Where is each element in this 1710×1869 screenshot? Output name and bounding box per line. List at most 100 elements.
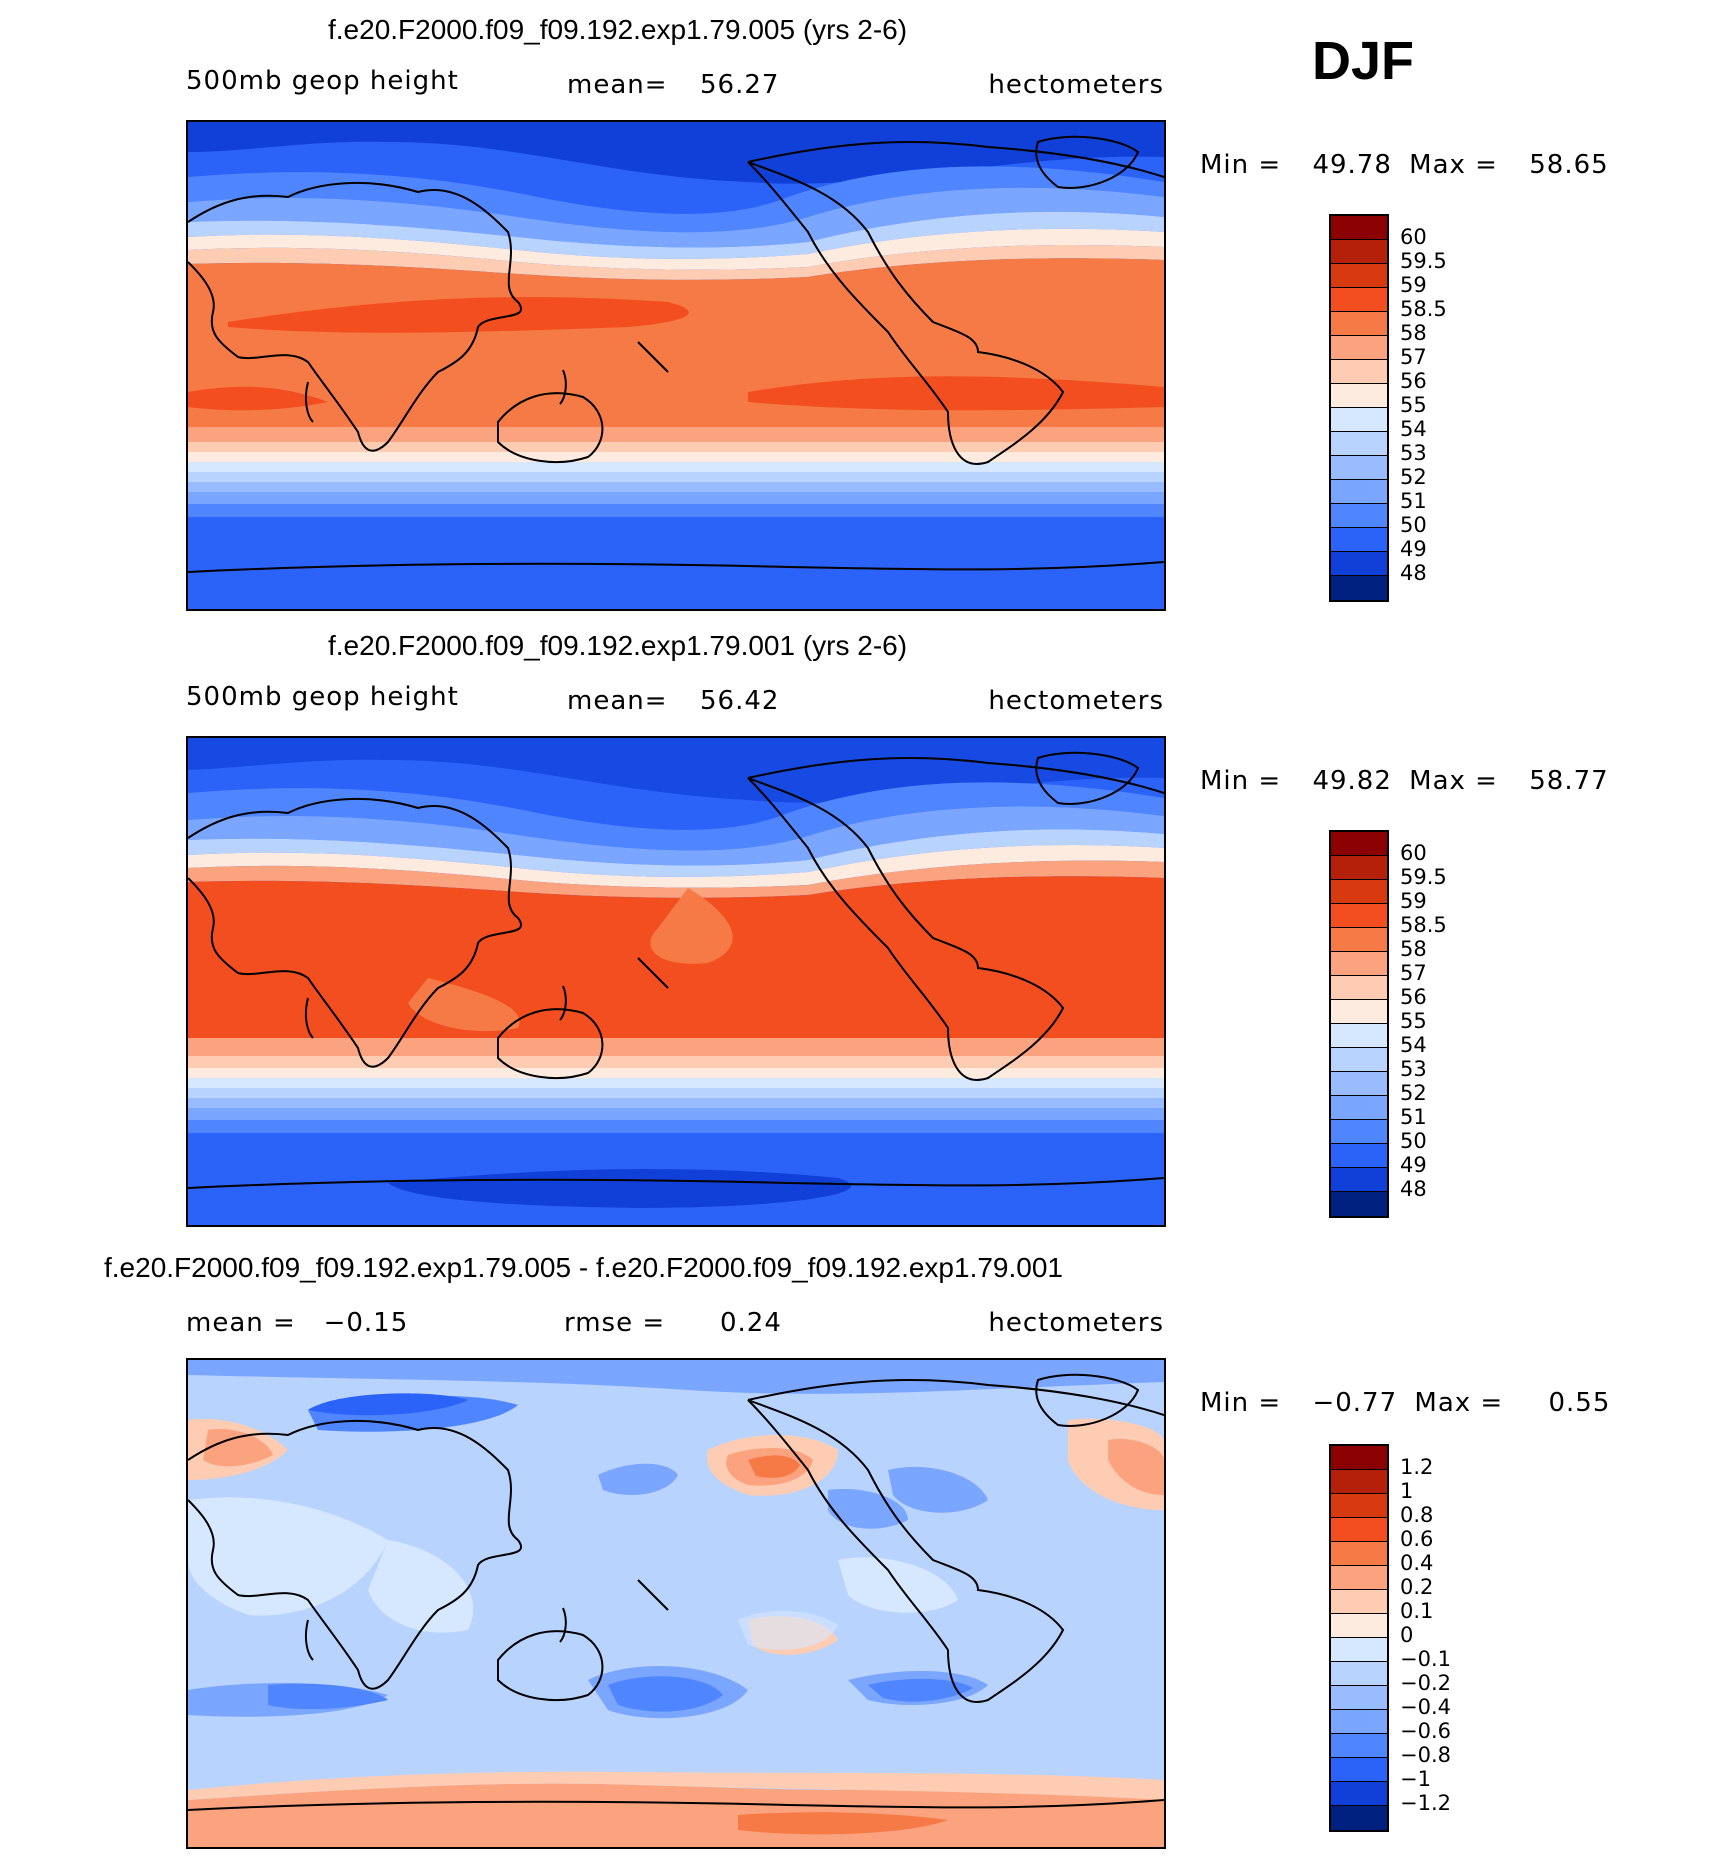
colorbar-tick-label: −0.4 [1400, 1695, 1451, 1719]
colorbar-tick-label: 56 [1400, 369, 1427, 393]
colorbar-tick-label: 59.5 [1400, 865, 1447, 889]
max-label: Max = [1409, 766, 1498, 796]
variable-label: 500mb geop height [186, 682, 459, 712]
colorbar-swatch [1331, 832, 1387, 856]
colorbar-swatch [1331, 1806, 1387, 1830]
colorbar-swatch [1331, 1072, 1387, 1096]
min-max-readout: Min = 49.78 Max = 58.65 [1200, 150, 1609, 180]
colorbar [1329, 1444, 1389, 1832]
colorbar-swatch [1331, 360, 1387, 384]
colorbar-tick-label: 53 [1400, 1057, 1427, 1081]
colorbar-tick-label: 0.2 [1400, 1575, 1434, 1599]
colorbar-swatch [1331, 904, 1387, 928]
units-label: hectometers [988, 70, 1164, 100]
colorbar-swatch [1331, 1566, 1387, 1590]
max-value: 0.55 [1548, 1388, 1611, 1418]
colorbar-swatch [1331, 1000, 1387, 1024]
variable-label: 500mb geop height [186, 66, 459, 96]
colorbar-swatch [1331, 1144, 1387, 1168]
colorbar [1329, 830, 1389, 1218]
colorbar-swatch [1331, 432, 1387, 456]
colorbar-tick-label: 60 [1400, 225, 1427, 249]
colorbar-swatch [1331, 456, 1387, 480]
rmse-value: 0.24 [720, 1308, 782, 1338]
colorbar-swatch [1331, 312, 1387, 336]
colorbar-tick-label: 49 [1400, 537, 1427, 561]
colorbar-tick-label: −0.1 [1400, 1647, 1451, 1671]
colorbar-tick-label: 50 [1400, 1129, 1427, 1153]
colorbar-swatch [1331, 1096, 1387, 1120]
colorbar-swatch [1331, 384, 1387, 408]
colorbar-tick-label: 0.1 [1400, 1599, 1434, 1623]
season-label: DJF [1312, 31, 1415, 91]
colorbar-swatch [1331, 240, 1387, 264]
colorbar-swatch [1331, 928, 1387, 952]
colorbar-swatch [1331, 1494, 1387, 1518]
colorbar-swatch [1331, 1048, 1387, 1072]
colorbar-swatch [1331, 1614, 1387, 1638]
colorbar-tick-label: 58 [1400, 937, 1427, 961]
max-label: Max = [1414, 1388, 1504, 1418]
colorbar-tick-label: 60 [1400, 841, 1427, 865]
min-label: Min = [1200, 1388, 1282, 1418]
colorbar-tick-label: 0 [1400, 1623, 1414, 1647]
max-value: 58.65 [1529, 150, 1609, 180]
min-max-readout: Min = 49.82 Max = 58.77 [1200, 766, 1609, 796]
colorbar-swatch [1331, 336, 1387, 360]
colorbar-swatch [1331, 216, 1387, 240]
map-plot [186, 1358, 1166, 1849]
colorbar-tick-label: 53 [1400, 441, 1427, 465]
max-label: Max = [1409, 150, 1498, 180]
colorbar-swatch [1331, 1120, 1387, 1144]
panel-title: f.e20.F2000.f09_f09.192.exp1.79.005 (yrs… [328, 14, 908, 45]
panel-title: f.e20.F2000.f09_f09.192.exp1.79.005 - f.… [104, 1252, 1063, 1283]
colorbar-swatch [1331, 576, 1387, 600]
panel-title: f.e20.F2000.f09_f09.192.exp1.79.001 (yrs… [328, 630, 908, 661]
colorbar-swatch [1331, 1590, 1387, 1614]
colorbar-swatch [1331, 976, 1387, 1000]
mean-value: 56.27 [700, 70, 780, 100]
colorbar-swatch [1331, 408, 1387, 432]
colorbar-tick-label: 56 [1400, 985, 1427, 1009]
colorbar-tick-label: 55 [1400, 1009, 1427, 1033]
colorbar-tick-label: 58.5 [1400, 297, 1447, 321]
mean-label: mean = −0.15 [186, 1308, 409, 1338]
colorbar-swatch [1331, 264, 1387, 288]
colorbar-tick-label: −0.6 [1400, 1719, 1451, 1743]
mean-label: mean= [567, 70, 668, 100]
colorbar-tick-label: 59 [1400, 889, 1427, 913]
min-value: −0.77 [1312, 1388, 1398, 1418]
min-value: 49.78 [1312, 150, 1392, 180]
colorbar-swatch [1331, 552, 1387, 576]
colorbar-swatch [1331, 1446, 1387, 1470]
colorbar-tick-label: 48 [1400, 1177, 1427, 1201]
colorbar-tick-label: 48 [1400, 561, 1427, 585]
mean-value: 56.42 [700, 686, 780, 716]
colorbar-swatch [1331, 480, 1387, 504]
colorbar-tick-label: 0.8 [1400, 1503, 1434, 1527]
max-value: 58.77 [1529, 766, 1609, 796]
colorbar-tick-label: 1 [1400, 1479, 1414, 1503]
colorbar-tick-label: 59.5 [1400, 249, 1447, 273]
colorbar-tick-label: 54 [1400, 1033, 1427, 1057]
colorbar-tick-label: 49 [1400, 1153, 1427, 1177]
colorbar-tick-label: 51 [1400, 1105, 1427, 1129]
rmse-label: rmse = [564, 1308, 666, 1338]
colorbar [1329, 214, 1389, 602]
colorbar-tick-label: 52 [1400, 1081, 1427, 1105]
colorbar-swatch [1331, 1638, 1387, 1662]
colorbar-swatch [1331, 1024, 1387, 1048]
colorbar-swatch [1331, 952, 1387, 976]
colorbar-swatch [1331, 528, 1387, 552]
colorbar-tick-label: 57 [1400, 961, 1427, 985]
units-label: hectometers [988, 686, 1164, 716]
min-label: Min = [1200, 766, 1282, 796]
colorbar-swatch [1331, 1168, 1387, 1192]
colorbar-swatch [1331, 880, 1387, 904]
colorbar-swatch [1331, 1734, 1387, 1758]
colorbar-swatch [1331, 856, 1387, 880]
colorbar-tick-label: 51 [1400, 489, 1427, 513]
colorbar-swatch [1331, 288, 1387, 312]
colorbar-swatch [1331, 1782, 1387, 1806]
colorbar-swatch [1331, 1686, 1387, 1710]
